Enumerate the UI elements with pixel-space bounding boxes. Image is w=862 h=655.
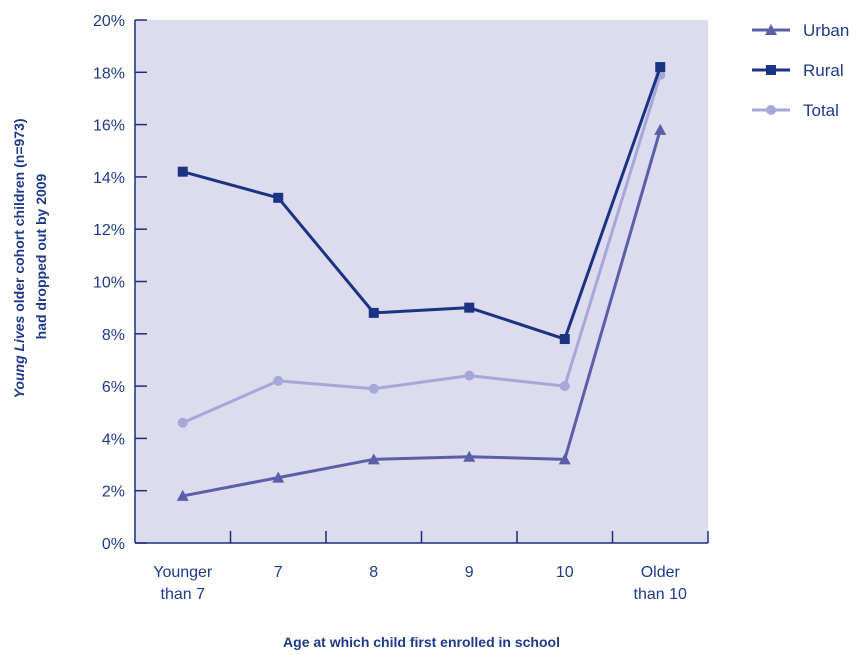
data-point-rural	[559, 334, 570, 345]
x-axis-title: Age at which child first enrolled in sch…	[283, 634, 560, 650]
y-tick-label: 4%	[102, 431, 125, 448]
x-tick-label: 9	[465, 564, 474, 581]
legend-item-total: Total	[752, 101, 839, 120]
legend-item-rural: Rural	[752, 61, 844, 80]
legend-label-total: Total	[803, 101, 839, 120]
data-point-total	[464, 370, 475, 381]
series-urban	[176, 123, 667, 501]
y-axis-title-line2: had dropped out by 2009	[33, 173, 49, 339]
legend-marker-urban	[765, 24, 777, 35]
legend-marker-total	[766, 105, 776, 115]
data-point-urban	[558, 453, 571, 465]
data-point-total	[368, 383, 379, 394]
y-tick-label: 8%	[102, 327, 125, 344]
y-axis-title: Young Lives older cohort children (n=973…	[11, 115, 49, 399]
data-point-total	[273, 375, 284, 386]
data-point-urban	[272, 471, 285, 483]
x-tick-label: Younger than 7	[153, 564, 213, 603]
y-tick-label: 2%	[102, 484, 125, 501]
plot-area	[135, 20, 708, 543]
legend-label-urban: Urban	[803, 21, 849, 40]
data-point-urban	[176, 489, 189, 501]
series-line-urban	[182, 129, 662, 498]
data-point-total	[177, 417, 188, 428]
series-rural	[177, 62, 666, 345]
y-axis-title-rest: older cohort children (n=973)	[11, 118, 27, 315]
y-tick-label: 16%	[93, 118, 125, 135]
y-tick-label: 14%	[93, 170, 125, 187]
data-point-urban	[654, 123, 667, 135]
legend: Urban Rural Total	[752, 21, 849, 120]
x-tick-label: 8	[369, 564, 378, 581]
y-tick-label: 10%	[93, 275, 125, 292]
x-tick-label: 7	[274, 564, 283, 581]
legend-marker-rural	[766, 65, 776, 75]
y-tick-label: 6%	[102, 379, 125, 396]
legend-label-rural: Rural	[803, 61, 844, 80]
data-point-total	[559, 381, 570, 392]
data-point-rural	[464, 302, 475, 313]
series-line-total	[182, 74, 662, 425]
y-tick-label: 20%	[93, 13, 125, 30]
x-tick-label: 10	[556, 564, 574, 581]
data-point-rural	[655, 62, 666, 73]
y-axis-title-italic: Young Lives	[11, 315, 27, 398]
legend-item-urban: Urban	[752, 21, 849, 40]
y-tick-label: 0%	[102, 536, 125, 553]
data-point-rural	[368, 307, 379, 318]
data-point-urban	[463, 450, 476, 462]
y-tick-label: 18%	[93, 65, 125, 82]
data-point-rural	[273, 192, 284, 203]
x-tick-label: Older than 10	[634, 564, 687, 603]
y-tick-label: 12%	[93, 222, 125, 239]
series-line-rural	[182, 66, 662, 341]
data-point-urban	[367, 453, 380, 465]
data-point-rural	[177, 166, 188, 177]
